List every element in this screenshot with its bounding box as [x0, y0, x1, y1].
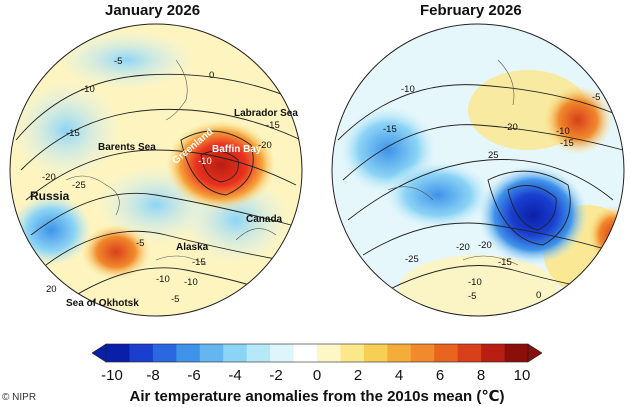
colorbar: [92, 343, 542, 363]
contour-label: -10: [401, 84, 415, 95]
contour-label: -15: [383, 124, 397, 135]
map-february: -10 -15 -20 -10 -15 -5 25 -20 -25 -15 -1…: [331, 23, 625, 317]
contour-label: -5: [171, 294, 179, 305]
anomaly-region: [56, 30, 196, 90]
colorbar-bin: [481, 344, 506, 362]
credit-label: © NIPR: [2, 392, 37, 403]
colorbar-bin: [434, 344, 459, 362]
colorbar-tick-label: 0: [312, 367, 322, 384]
colorbar-tick-label: -2: [269, 367, 283, 384]
colorbar-bin: [293, 344, 318, 362]
contour-label: -10: [184, 277, 198, 288]
place-label: Russia: [30, 189, 70, 203]
colorbar-tick-label: -10: [101, 367, 123, 384]
contour-label: -10: [81, 84, 95, 95]
anomaly-region: [11, 80, 121, 180]
anomaly-region-greenland: [166, 120, 276, 210]
colorbar-tick-label: -8: [146, 367, 160, 384]
colorbar-tick-label: 8: [476, 367, 486, 384]
anomaly-region-warm: [543, 85, 613, 155]
contour-label: -15: [498, 257, 512, 268]
colorbar-tick-label: 2: [353, 367, 363, 384]
colorbar-bin: [270, 344, 295, 362]
colorbar-bin: [457, 344, 482, 362]
contour-label: -5: [136, 238, 144, 249]
contour-label: -15: [66, 128, 80, 139]
contour-label: -10: [198, 156, 212, 167]
place-label: Barents Sea: [98, 142, 156, 153]
colorbar-bin: [504, 344, 529, 362]
colorbar-title: Air temperature anomalies from the 2010s…: [129, 388, 505, 405]
contour-label: 0: [209, 70, 214, 81]
panel-title-right: February 2026: [420, 2, 522, 19]
contour-label: -25: [72, 180, 86, 191]
contour-label: -20: [478, 240, 492, 251]
colorbar-frame: [105, 343, 529, 363]
place-label: Labrador Sea: [234, 108, 298, 119]
colorbar-bin: [129, 344, 154, 362]
place-label: Alaska: [176, 242, 209, 253]
contour-label: -20: [504, 122, 518, 133]
colorbar-tick-label: 6: [435, 367, 445, 384]
contour-label: 20: [46, 284, 57, 295]
colorbar-bin: [176, 344, 201, 362]
contour-label: -15: [192, 257, 206, 268]
contour-label: 25: [488, 150, 499, 161]
colorbar-bin: [223, 344, 248, 362]
colorbar-bin: [363, 344, 388, 362]
contour-label: -20: [456, 242, 470, 253]
contour-label: -25: [405, 254, 419, 265]
contour-label: -10: [556, 126, 570, 137]
colorbar-bin: [246, 344, 271, 362]
place-label: Sea of Okhotsk: [66, 298, 139, 309]
colorbar-tick-label: -6: [187, 367, 201, 384]
colorbar-arrow-high: [527, 343, 542, 363]
colorbar-bin: [410, 344, 435, 362]
anomaly-region-deep-cold: [478, 165, 588, 265]
colorbar-bin: [199, 344, 224, 362]
contour-label: -15: [560, 138, 574, 149]
place-label: Canada: [246, 214, 283, 225]
colorbar-bin: [317, 344, 341, 362]
contour-label: -15: [266, 120, 280, 131]
map-january: Labrador Sea Greenland Baffin Bay Barent…: [9, 23, 303, 317]
place-label: Baffin Bay: [212, 144, 262, 155]
contour-label: -20: [258, 140, 272, 151]
colorbar-tick-label: 10: [513, 367, 531, 384]
colorbar-tick-label: -4: [228, 367, 242, 384]
colorbar-bin: [387, 344, 412, 362]
colorbar-bin: [340, 344, 365, 362]
panel-title-left: January 2026: [105, 2, 201, 19]
contour-label: -10: [468, 277, 482, 288]
colorbar-tick-label: 4: [394, 367, 404, 384]
colorbar-bin: [106, 344, 130, 362]
anomaly-region: [383, 160, 493, 230]
contour-label: 0: [536, 290, 541, 301]
anomaly-region: [81, 224, 151, 280]
colorbar-bin: [152, 344, 177, 362]
contour-label: -10: [156, 274, 170, 285]
contour-label: -5: [592, 92, 600, 103]
colorbar-arrow-low: [92, 343, 107, 363]
contour-label: -5: [114, 56, 122, 67]
contour-label: -5: [468, 291, 476, 302]
contour-label: -20: [42, 172, 56, 183]
